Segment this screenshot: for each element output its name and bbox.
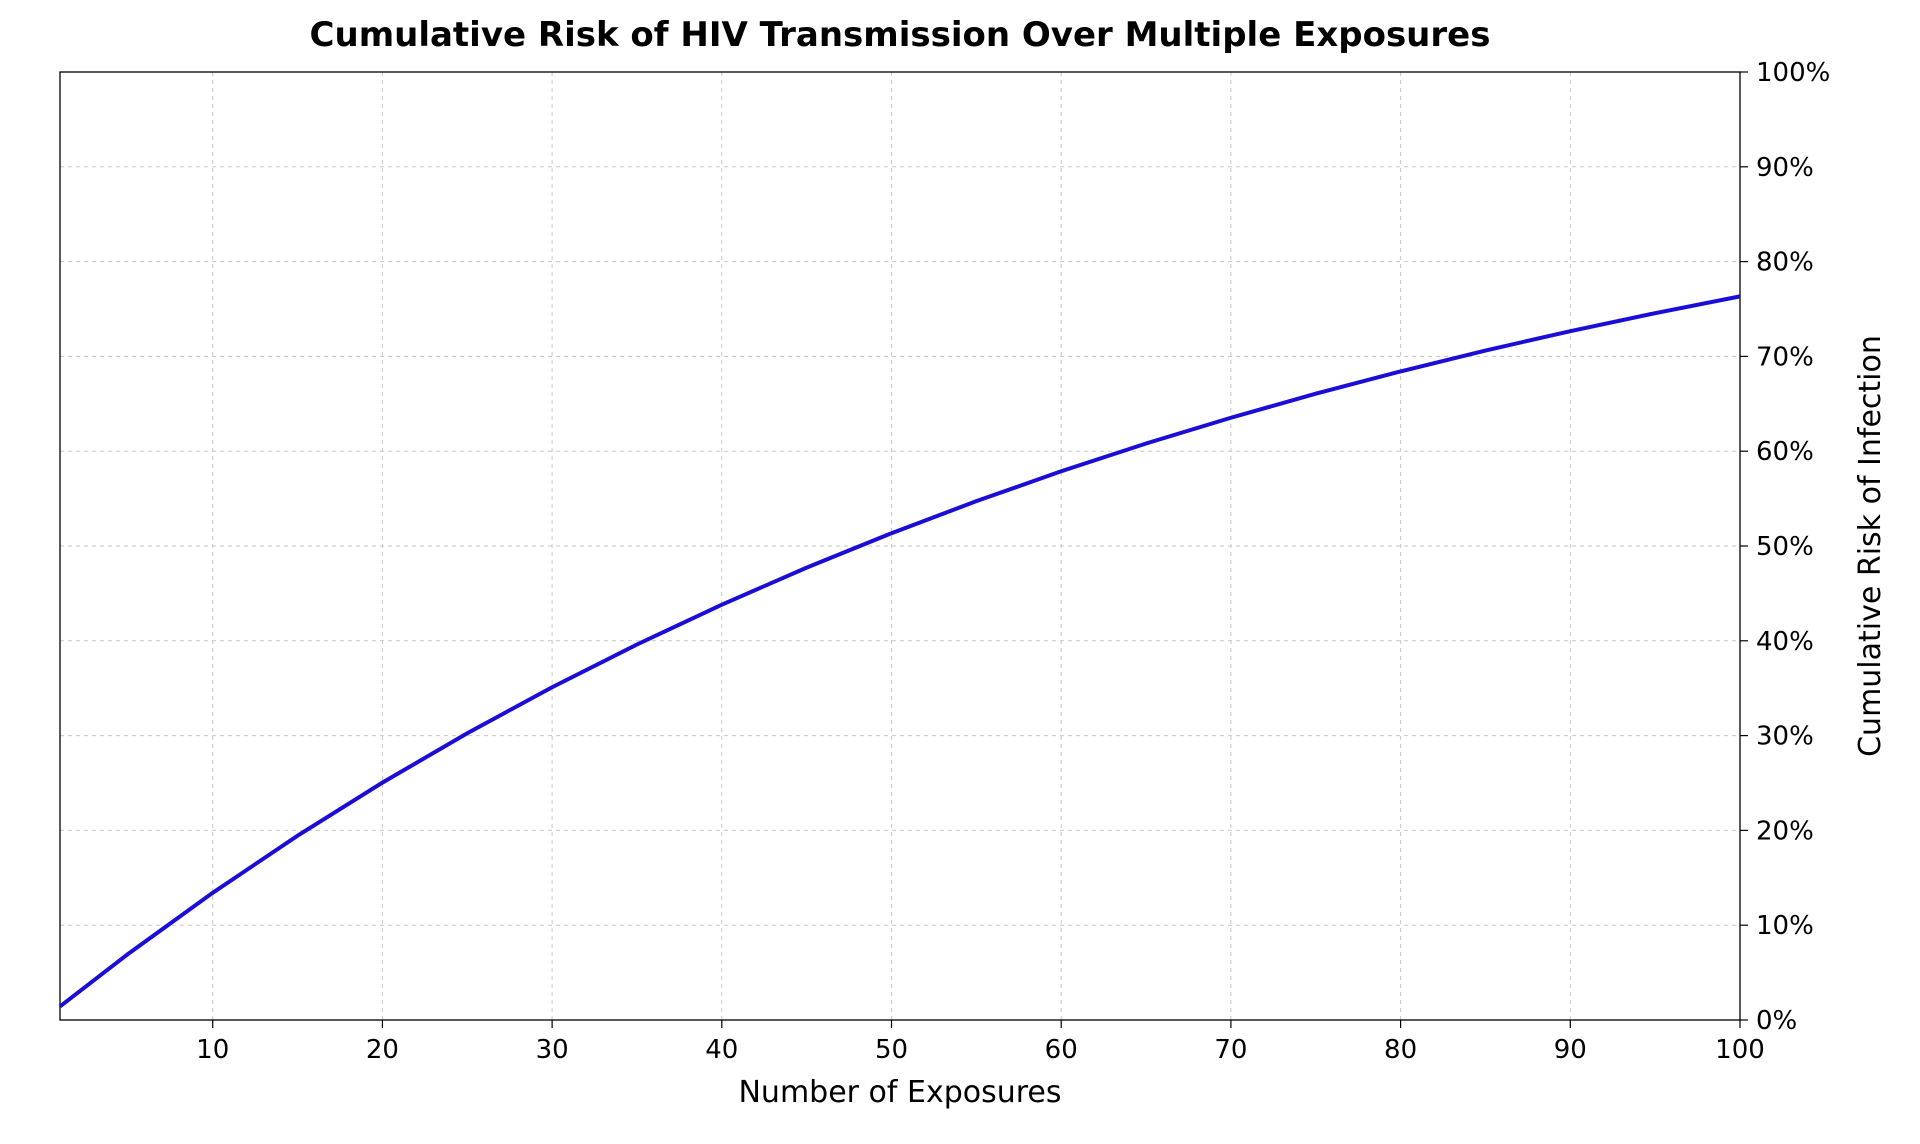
y-tick-label: 20% [1756, 816, 1814, 846]
x-tick-label: 30 [536, 1035, 569, 1065]
x-tick-label: 80 [1384, 1035, 1417, 1065]
y-tick-label: 40% [1756, 627, 1814, 657]
y-axis-label: Cumulative Risk of Infection [1853, 335, 1888, 757]
x-tick-label: 90 [1554, 1035, 1587, 1065]
y-tick-label: 90% [1756, 153, 1814, 183]
x-tick-label: 70 [1214, 1035, 1247, 1065]
y-tick-label: 50% [1756, 532, 1814, 562]
y-tick-label: 30% [1756, 722, 1814, 752]
y-tick-label: 10% [1756, 911, 1814, 941]
x-tick-label: 100 [1715, 1035, 1765, 1065]
y-tick-label: 0% [1756, 1006, 1797, 1036]
y-tick-label: 70% [1756, 342, 1814, 372]
chart-container: 10 20 30 40 50 60 70 80 90 100 0% 10% 20% 30% 40% 50% 6… [0, 0, 1920, 1144]
chart-title: Cumulative Risk of HIV Transmission Over… [310, 15, 1491, 55]
y-tick-label: 100% [1756, 58, 1830, 88]
x-tick-label: 50 [875, 1035, 908, 1065]
x-axis-label: Number of Exposures [738, 1075, 1061, 1110]
chart-background [0, 0, 1920, 1144]
x-tick-label: 20 [366, 1035, 399, 1065]
x-tick-label: 10 [196, 1035, 229, 1065]
y-tick-label: 80% [1756, 248, 1814, 278]
x-tick-label: 60 [1045, 1035, 1078, 1065]
x-tick-label: 40 [705, 1035, 738, 1065]
y-tick-label: 60% [1756, 437, 1814, 467]
chart-svg: 10 20 30 40 50 60 70 80 90 100 0% 10% 20% 30% 40% 50% 6… [0, 0, 1920, 1144]
